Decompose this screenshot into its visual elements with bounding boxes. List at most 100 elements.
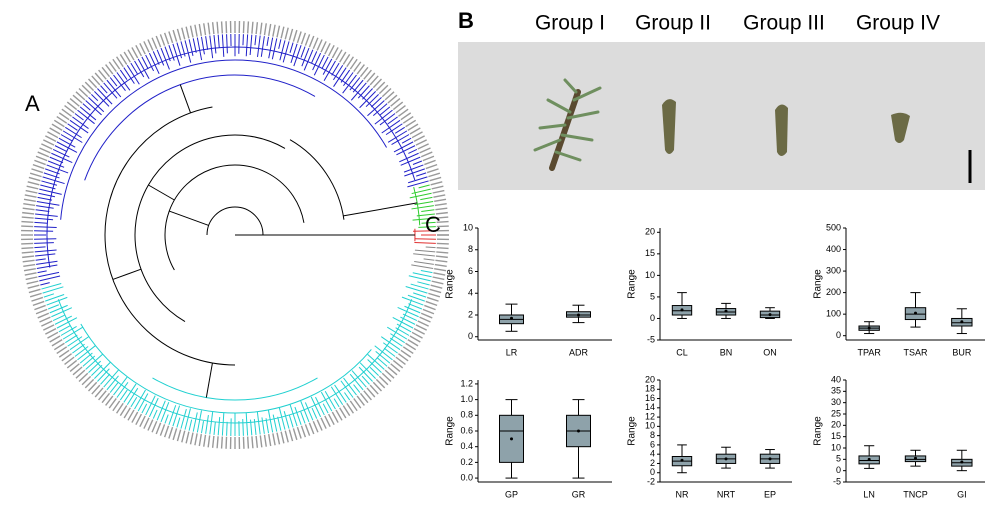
branch bbox=[179, 84, 192, 114]
leaf-label bbox=[276, 432, 281, 445]
branch bbox=[217, 34, 220, 48]
leaf-label bbox=[425, 163, 438, 170]
y-axis-label: Range bbox=[813, 269, 824, 299]
leaf-label bbox=[246, 436, 250, 449]
branch bbox=[413, 292, 427, 298]
branch bbox=[399, 152, 419, 163]
leaf-label bbox=[353, 398, 362, 409]
group-label: Group III bbox=[743, 12, 825, 35]
leaf-label bbox=[81, 375, 92, 386]
branch bbox=[188, 419, 193, 431]
leaf-label bbox=[400, 112, 412, 121]
leaf-label bbox=[435, 255, 448, 259]
branch bbox=[294, 406, 302, 425]
y-tick-label: 0 bbox=[836, 330, 841, 340]
branch bbox=[387, 130, 408, 143]
leaf-label bbox=[21, 225, 34, 228]
leaf-label bbox=[143, 417, 150, 429]
branch bbox=[425, 246, 436, 249]
leaf-label bbox=[84, 81, 95, 92]
branch bbox=[109, 381, 119, 393]
leaf-label bbox=[163, 32, 170, 45]
leaf-label bbox=[21, 246, 34, 250]
leaf-label bbox=[349, 400, 358, 412]
branch bbox=[152, 377, 318, 401]
leaf-label bbox=[135, 45, 143, 57]
leaf-label bbox=[49, 335, 61, 343]
leaf-label bbox=[61, 353, 72, 362]
leaf-label bbox=[272, 24, 276, 37]
branch bbox=[343, 377, 357, 396]
branch bbox=[343, 202, 418, 217]
leaf-label bbox=[432, 276, 445, 281]
branch bbox=[109, 77, 118, 87]
leaf-label bbox=[181, 430, 186, 443]
leaf-label bbox=[22, 259, 35, 263]
branch bbox=[343, 72, 354, 87]
leaf-label bbox=[342, 405, 351, 417]
branch bbox=[400, 316, 416, 325]
branch bbox=[145, 54, 155, 72]
branch bbox=[261, 417, 265, 434]
leaf-label bbox=[425, 300, 438, 307]
branch bbox=[226, 421, 228, 436]
branch bbox=[300, 411, 306, 424]
branch bbox=[148, 397, 159, 418]
panel-label: B bbox=[458, 8, 474, 33]
leaf-label bbox=[436, 220, 449, 224]
branch bbox=[77, 345, 96, 361]
leaf-label bbox=[32, 163, 45, 170]
branch bbox=[119, 389, 128, 401]
leaf-label bbox=[435, 207, 448, 211]
branch bbox=[65, 334, 78, 344]
leaf-label bbox=[28, 176, 41, 182]
leaf-label bbox=[220, 436, 224, 449]
leaf-label bbox=[331, 411, 339, 423]
leaf-label bbox=[436, 216, 449, 219]
branch bbox=[49, 304, 68, 314]
leaf-label bbox=[417, 320, 429, 327]
y-tick-label: -5 bbox=[833, 476, 841, 486]
leaf-label bbox=[151, 420, 158, 433]
branch bbox=[141, 56, 149, 70]
leaf-label bbox=[84, 378, 95, 389]
branch bbox=[74, 346, 89, 357]
branch bbox=[340, 380, 354, 398]
leaf-label bbox=[185, 26, 190, 39]
branch bbox=[379, 113, 396, 126]
branch bbox=[134, 389, 146, 410]
leaf-label bbox=[288, 429, 294, 442]
mean bbox=[867, 457, 871, 461]
leaf-label bbox=[29, 292, 42, 298]
branch bbox=[119, 69, 128, 80]
leaf-label bbox=[58, 349, 70, 358]
leaf-label bbox=[411, 131, 423, 139]
leaf-label bbox=[51, 339, 63, 347]
branch bbox=[184, 40, 192, 63]
leaf-label bbox=[405, 119, 417, 128]
mean bbox=[510, 316, 513, 320]
branch bbox=[410, 283, 429, 290]
branch bbox=[350, 82, 367, 101]
leaf-label bbox=[21, 251, 34, 254]
leaf-label bbox=[51, 123, 63, 131]
leaf-label bbox=[263, 434, 267, 447]
leaf-label bbox=[207, 435, 211, 448]
leaf-label bbox=[320, 417, 327, 429]
branch bbox=[408, 275, 431, 282]
branch bbox=[242, 419, 244, 436]
leaf-label bbox=[422, 155, 435, 162]
branch bbox=[256, 411, 261, 435]
branch bbox=[277, 416, 282, 431]
branch bbox=[418, 226, 436, 228]
y-tick-label: 4 bbox=[468, 288, 473, 298]
leaf-label bbox=[189, 25, 194, 38]
y-tick-label: 10 bbox=[463, 222, 473, 232]
leaf-label bbox=[251, 21, 254, 34]
leaf-label bbox=[61, 108, 72, 117]
panel-label: A bbox=[25, 91, 40, 116]
leaf-label bbox=[431, 280, 444, 285]
leaf-label bbox=[147, 419, 154, 431]
branch bbox=[367, 359, 382, 373]
leaf-label bbox=[267, 434, 272, 447]
